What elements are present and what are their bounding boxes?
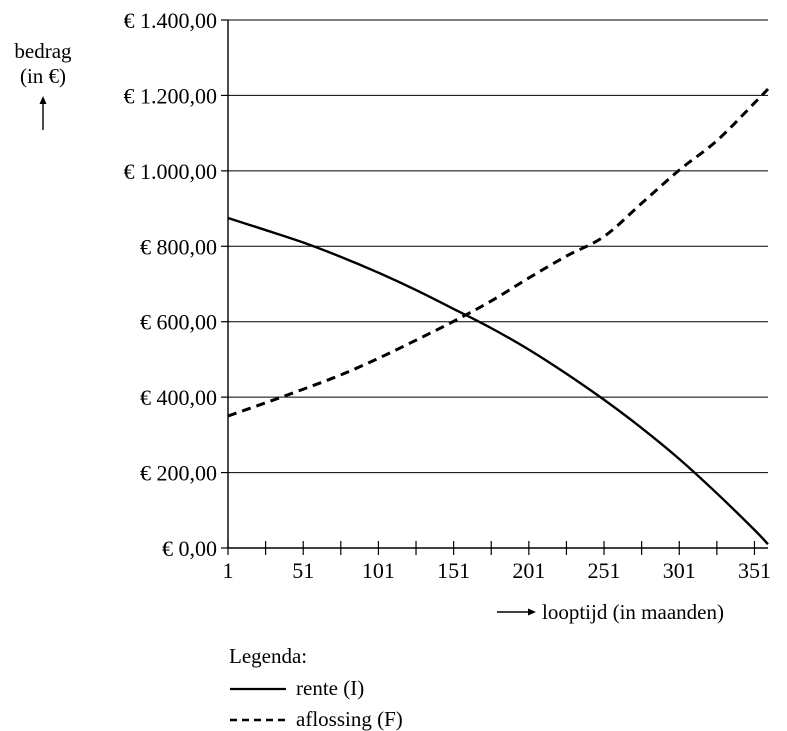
y-tick-label: € 200,00	[140, 461, 217, 486]
y-tick-label: € 600,00	[140, 310, 217, 335]
x-tick-labels: 1 51 101 151 201 251 301 351	[223, 558, 771, 583]
y-tick-label: € 400,00	[140, 385, 217, 410]
x-tick-label: 251	[588, 558, 621, 583]
y-axis-label-line-2: (in €)	[20, 64, 66, 88]
x-tick-label: 351	[738, 558, 771, 583]
x-tick-label: 1	[223, 558, 234, 583]
x-tick-label: 201	[512, 558, 545, 583]
grid-lines	[228, 19, 768, 474]
legend-label-aflossing: aflossing (F)	[296, 707, 403, 731]
y-tick-labels: € 0,00 € 200,00 € 400,00 € 600,00 € 800,00 € …	[124, 8, 218, 561]
x-axis-label: looptijd (in maanden)	[542, 600, 724, 624]
legend: Legenda: rente (I) aflossing (F)	[229, 644, 403, 731]
legend-title: Legenda:	[229, 644, 307, 668]
x-tick-label: 101	[362, 558, 395, 583]
legend-label-rente: rente (I)	[296, 676, 364, 700]
y-tick-label: € 1.000,00	[124, 159, 218, 184]
y-tick-label: € 0,00	[162, 536, 217, 561]
axes	[221, 19, 768, 555]
series-lines	[227, 87, 770, 546]
x-axis-arrow-icon	[497, 608, 536, 616]
y-tick-label: € 1.400,00	[124, 8, 218, 33]
x-tick-label: 51	[292, 558, 314, 583]
y-axis-label-line-1: bedrag	[14, 39, 72, 63]
y-axis-arrow-icon	[39, 96, 47, 130]
y-tick-label: € 800,00	[140, 234, 217, 259]
x-tick-label: 151	[437, 558, 470, 583]
series-line-aflossing	[227, 87, 770, 418]
y-tick-label: € 1.200,00	[124, 83, 218, 108]
x-tick-label: 301	[663, 558, 696, 583]
series-line-rente	[227, 216, 769, 546]
